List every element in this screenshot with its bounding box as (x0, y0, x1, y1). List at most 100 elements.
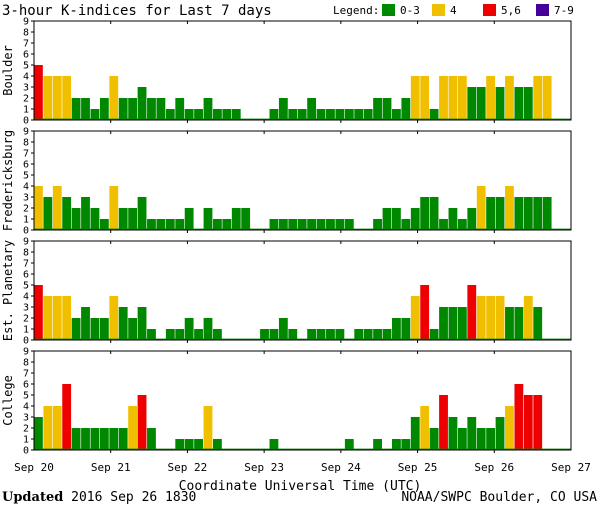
y-tick-label: 1 (23, 325, 29, 336)
y-tick-label: 5 (23, 171, 29, 182)
k-index-bar (278, 219, 288, 230)
k-index-bar (523, 87, 533, 120)
k-index-bar (269, 329, 279, 340)
y-tick-label: 1 (23, 435, 29, 446)
panel-frame (33, 20, 572, 121)
k-index-bar (448, 76, 458, 120)
k-index-bar (99, 428, 109, 450)
k-index-bar (476, 296, 486, 340)
y-tick-label: 5 (23, 391, 29, 402)
x-tick-label: Sep 21 (91, 461, 131, 474)
k-index-bar (495, 87, 505, 120)
y-tick-label: 8 (23, 138, 29, 149)
k-index-bar (118, 428, 128, 450)
k-index-bar (213, 109, 222, 120)
updated-timestamp: Updated 2016 Sep 26 1830 (2, 490, 196, 505)
panel-frame (33, 130, 572, 231)
k-index-bar (457, 428, 467, 450)
k-index-bar (307, 329, 317, 340)
legend-label-0-3: 0-3 (400, 4, 420, 17)
k-index-bar (505, 307, 514, 340)
k-index-bar (52, 186, 62, 230)
k-index-bar (344, 109, 354, 120)
k-index-bar (288, 109, 298, 120)
k-index-bar (363, 109, 373, 120)
k-index-bar (71, 208, 81, 230)
k-index-bar (156, 98, 166, 120)
k-index-bar (71, 428, 81, 450)
k-index-bar (326, 329, 335, 340)
y-tick-label: 4 (23, 402, 29, 413)
y-tick-label: 6 (23, 160, 29, 171)
k-index-bar (90, 208, 100, 230)
k-index-bar (523, 296, 533, 340)
k-index-bar (128, 98, 138, 120)
k-index-bar (316, 329, 326, 340)
k-index-bar (486, 296, 496, 340)
k-index-bar (523, 395, 533, 450)
k-index-bar (429, 329, 439, 340)
y-tick-label: 3 (23, 303, 29, 314)
y-tick-label: 9 (23, 237, 29, 248)
k-index-bar (476, 87, 486, 120)
legend-swatch-4 (432, 4, 445, 16)
panel-label-fredericksburg: Fredericksburg (1, 130, 15, 231)
k-index-bar (34, 186, 43, 230)
k-index-bar (335, 329, 345, 340)
y-tick-label: 0 (23, 336, 29, 347)
k-index-bar (147, 428, 156, 450)
y-tick-label: 3 (23, 413, 29, 424)
k-index-bar (373, 98, 382, 120)
k-index-bar (269, 109, 279, 120)
y-tick-label: 2 (23, 94, 29, 105)
k-index-bar (486, 76, 496, 120)
x-axis-label: Coordinate Universal Time (UTC) (179, 479, 422, 494)
k-index-bar (495, 296, 505, 340)
y-tick-label: 6 (23, 50, 29, 61)
y-tick-label: 0 (23, 446, 29, 457)
k-index-bar (542, 76, 552, 120)
k-index-bar (297, 219, 307, 230)
k-index-bar (307, 98, 317, 120)
k-index-bar (401, 219, 411, 230)
k-index-bar (401, 318, 411, 340)
k-index-bar (288, 219, 298, 230)
k-index-bar (514, 307, 524, 340)
k-index-bar (382, 98, 392, 120)
y-tick-label: 8 (23, 358, 29, 369)
k-index-bar (467, 417, 477, 450)
k-index-bar (278, 318, 288, 340)
legend-swatch-5-6 (483, 4, 496, 16)
k-index-bar (118, 307, 128, 340)
k-index-bar (420, 197, 430, 230)
k-index-bar (109, 186, 119, 230)
k-index-bar (467, 285, 477, 340)
y-tick-label: 2 (23, 424, 29, 435)
k-index-bar (81, 428, 90, 450)
k-index-bar (175, 98, 185, 120)
k-index-bar (184, 208, 194, 230)
k-index-bar (288, 329, 298, 340)
panel-label-est-planetary: Est. Planetary (1, 240, 15, 341)
k-index-bar (62, 384, 72, 450)
y-tick-label: 7 (23, 149, 29, 160)
k-index-bar (203, 318, 213, 340)
credit-text: NOAA/SWPC Boulder, CO USA (401, 490, 597, 505)
k-index-bar (448, 417, 458, 450)
k-index-bar (410, 76, 420, 120)
k-index-bar (486, 197, 496, 230)
k-index-bar (514, 384, 524, 450)
y-tick-label: 2 (23, 314, 29, 325)
k-index-bar (335, 219, 345, 230)
k-index-bar (505, 76, 514, 120)
panel-frame (33, 350, 572, 451)
k-index-bar (467, 208, 477, 230)
k-index-bar (533, 307, 543, 340)
k-index-bar (71, 318, 81, 340)
k-index-bar (175, 219, 185, 230)
y-tick-label: 9 (23, 127, 29, 138)
k-index-bar (278, 98, 288, 120)
k-index-bar (505, 406, 514, 450)
k-index-bar (175, 439, 185, 450)
